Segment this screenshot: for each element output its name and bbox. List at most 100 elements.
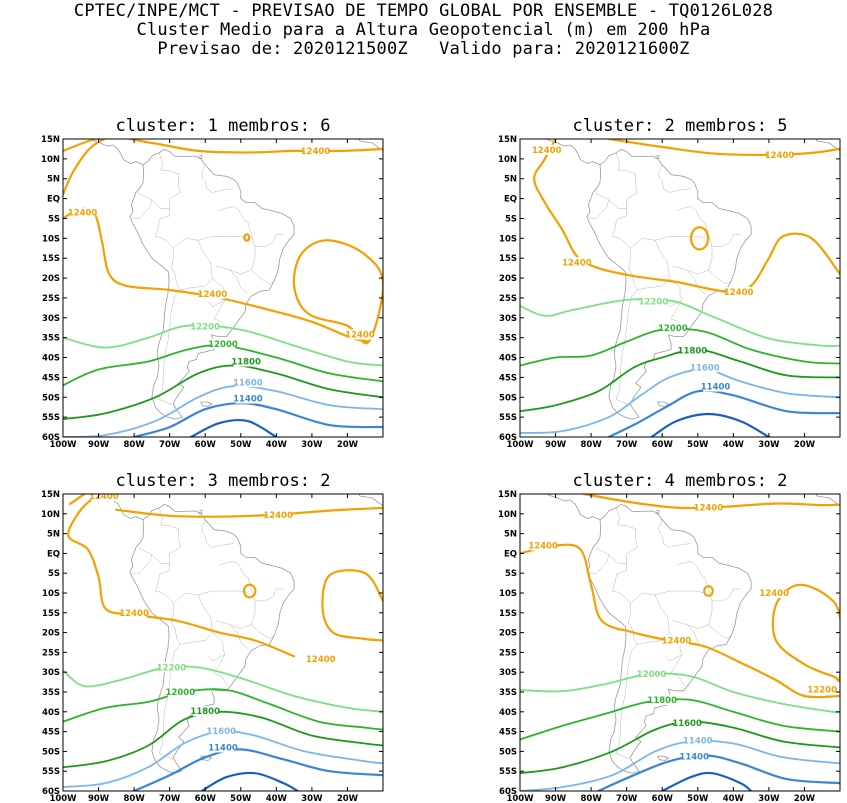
x-tick-label: 70W (616, 794, 638, 803)
x-tick-label: 70W (159, 440, 181, 450)
figure-title-line-1: CPTEC/INPE/MCT - PREVISAO DE TEMPO GLOBA… (73, 1, 774, 21)
contour-label: 12400 (306, 655, 336, 665)
x-tick-label: 100W (506, 440, 534, 450)
y-tick-label: 50S (42, 747, 60, 757)
contour-label-background (703, 381, 729, 392)
caribbean-island (198, 510, 203, 514)
y-tick-label: 55S (42, 413, 60, 423)
x-tick-label: 80W (124, 794, 146, 803)
contour-label-background (167, 687, 193, 697)
contour-11600 (520, 368, 840, 434)
country-border (155, 208, 174, 249)
contour-label: 12400 (562, 258, 592, 268)
country-border (213, 300, 229, 332)
south-america-coastline (586, 148, 752, 420)
x-tick-label: 30W (758, 440, 780, 450)
contour-12200 (520, 672, 840, 714)
y-tick-label: EQ (47, 195, 60, 205)
contour-12400 (63, 139, 383, 154)
africa-coastline (358, 139, 383, 152)
country-border (637, 277, 670, 291)
y-tick-label: 5N (504, 175, 517, 185)
x-tick-label: 90W (545, 440, 567, 450)
contour-11200 (650, 412, 770, 437)
y-tick-label: 60S (42, 787, 60, 797)
contour-11600 (63, 385, 383, 437)
y-tick-label: 40S (499, 354, 517, 364)
state-border (219, 206, 249, 223)
state-border (255, 588, 284, 602)
y-tick-label: 45S (499, 373, 517, 383)
x-tick-label: 50W (230, 794, 252, 803)
cluster-panel-2: cluster: 2 membros: 51240012400124001240… (498, 116, 841, 450)
y-tick-label: 10S (499, 234, 517, 244)
country-border (630, 238, 670, 279)
country-border (615, 507, 638, 564)
country-border (615, 289, 638, 406)
contour-12400 (292, 239, 383, 345)
y-tick-label: 40S (42, 708, 60, 718)
x-tick-label: 40W (266, 794, 288, 803)
contour-12400 (242, 583, 257, 599)
contour-label: 12200 (807, 685, 837, 695)
x-tick-label: 20W (337, 794, 359, 803)
x-tick-label: 50W (687, 440, 709, 450)
contour-label-background (308, 653, 334, 664)
contour-label: 11400 (683, 737, 713, 747)
y-tick-label: 15S (42, 609, 60, 619)
country-border (615, 644, 638, 760)
x-tick-label: 60W (195, 794, 217, 803)
y-tick-label: 25S (42, 648, 60, 658)
country-border (208, 632, 226, 662)
x-tick-label: 50W (230, 440, 252, 450)
y-tick-label: 35S (499, 688, 517, 698)
contour-11800 (63, 364, 383, 420)
contour-label-background (809, 684, 835, 695)
panel-title: cluster: 4 membros: 2 (573, 471, 788, 491)
y-tick-label: 5N (47, 530, 60, 540)
contour-12400 (321, 569, 383, 642)
contour-label: 12400 (532, 146, 562, 156)
contour-11800 (520, 348, 840, 413)
contour-label: 11600 (233, 378, 263, 388)
contour-12400 (771, 583, 840, 683)
contour-label-background (91, 494, 117, 501)
y-tick-label: 10S (42, 234, 60, 244)
contour-11400 (133, 748, 383, 791)
y-tick-label: 5N (47, 175, 60, 185)
y-tick-label: 30S (42, 668, 60, 678)
country-border (173, 592, 213, 633)
cluster-panel-3: cluster: 3 membros: 21240012400124001240… (41, 471, 384, 803)
x-tick-label: 30W (301, 794, 323, 803)
contour-label: 11800 (647, 696, 677, 706)
south-america-coastline (129, 148, 295, 420)
contour-label-background (692, 362, 718, 373)
contour-label-background (761, 588, 787, 598)
contour-12400 (737, 232, 840, 297)
contour-label-background (192, 321, 218, 332)
x-tick-label: 70W (159, 794, 181, 803)
x-tick-label: 20W (794, 794, 816, 803)
state-border (655, 590, 705, 596)
x-tick-label: 80W (581, 440, 603, 450)
contour-12400 (115, 506, 383, 518)
y-tick-label: 10N (41, 155, 60, 165)
caribbean-island (198, 155, 203, 159)
state-border (198, 236, 248, 241)
contour-label: 11800 (231, 358, 261, 368)
contour-label-background (158, 662, 184, 673)
country-border (628, 602, 638, 645)
contour-label-background (199, 288, 225, 299)
contour-label: 12400 (662, 637, 692, 647)
country-border (171, 602, 181, 645)
contour-label-background (663, 635, 689, 646)
state-border (686, 269, 706, 295)
y-tick-label: 45S (42, 728, 60, 738)
country-border (158, 507, 181, 564)
contour-label: 11400 (208, 744, 238, 754)
state-border (215, 577, 256, 629)
x-tick-label: 20W (337, 440, 359, 450)
x-tick-label: 90W (545, 794, 567, 803)
y-tick-label: 30S (42, 314, 60, 324)
